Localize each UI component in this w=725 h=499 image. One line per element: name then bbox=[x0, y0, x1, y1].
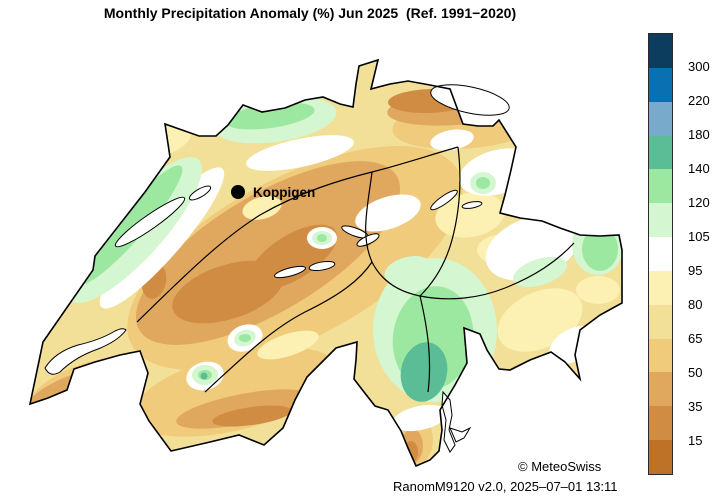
colorbar-ticks: 300 220 180 140 120 105 95 80 65 50 35 15 bbox=[688, 33, 722, 475]
koppigen-marker-label: Koppigen bbox=[253, 185, 315, 200]
colorbar-tick-label: 120 bbox=[688, 195, 710, 210]
lake-walen bbox=[461, 201, 483, 209]
colorbar-segment bbox=[649, 135, 672, 170]
colorbar-segment bbox=[649, 169, 672, 204]
lake-brienz bbox=[308, 260, 336, 272]
colorbar-segment bbox=[649, 304, 672, 339]
colorbar-segment bbox=[649, 34, 672, 68]
colorbar-tick-label: 300 bbox=[688, 59, 710, 74]
colorbar-tick-label: 95 bbox=[688, 263, 703, 278]
colorbar-tick-label: 220 bbox=[688, 93, 710, 108]
colorbar-tick-label: 15 bbox=[688, 433, 703, 448]
copyright-label: © MeteoSwiss bbox=[518, 459, 602, 474]
koppigen-marker-dot bbox=[231, 185, 245, 199]
version-timestamp-label: RanomM9120 v2.0, 2025–07–01 13:11 bbox=[393, 479, 618, 494]
colorbar-tick-label: 105 bbox=[688, 229, 710, 244]
colorbar-segment bbox=[649, 372, 672, 407]
lake-constance bbox=[430, 84, 510, 116]
colorbar-segment bbox=[649, 101, 672, 136]
colorbar-segment bbox=[649, 203, 672, 238]
colorbar-tick-label: 35 bbox=[688, 399, 703, 414]
page-title: Monthly Precipitation Anomaly (%) Jun 20… bbox=[103, 5, 517, 21]
colorbar-tick-label: 50 bbox=[688, 365, 703, 380]
colorbar-segment bbox=[649, 237, 672, 271]
internal-boundaries bbox=[136, 146, 575, 393]
lakes bbox=[44, 84, 510, 453]
lake-neuchatel bbox=[114, 196, 186, 248]
colorbar: 300 220 180 140 120 105 95 80 65 50 35 15 bbox=[648, 33, 722, 475]
swiss-border bbox=[28, 58, 623, 468]
lake-maggiore bbox=[441, 390, 456, 453]
colorbar-segment bbox=[649, 67, 672, 102]
colorbar-segment bbox=[649, 338, 672, 373]
lake-thun bbox=[274, 265, 306, 279]
colorbar-segment bbox=[649, 440, 672, 474]
colorbar-tick-label: 140 bbox=[688, 161, 710, 176]
colorbar-segment bbox=[649, 270, 672, 305]
lake-zurich bbox=[430, 189, 458, 211]
colorbar-tick-label: 180 bbox=[688, 127, 710, 142]
lake-geneva bbox=[44, 328, 127, 375]
colorbar-tick-label: 65 bbox=[688, 331, 703, 346]
colorbar-segments bbox=[648, 33, 673, 475]
lake-lugano bbox=[449, 426, 472, 443]
colorbar-segment bbox=[649, 406, 672, 441]
colorbar-tick-label: 80 bbox=[688, 297, 703, 312]
lake-biel bbox=[188, 185, 212, 201]
